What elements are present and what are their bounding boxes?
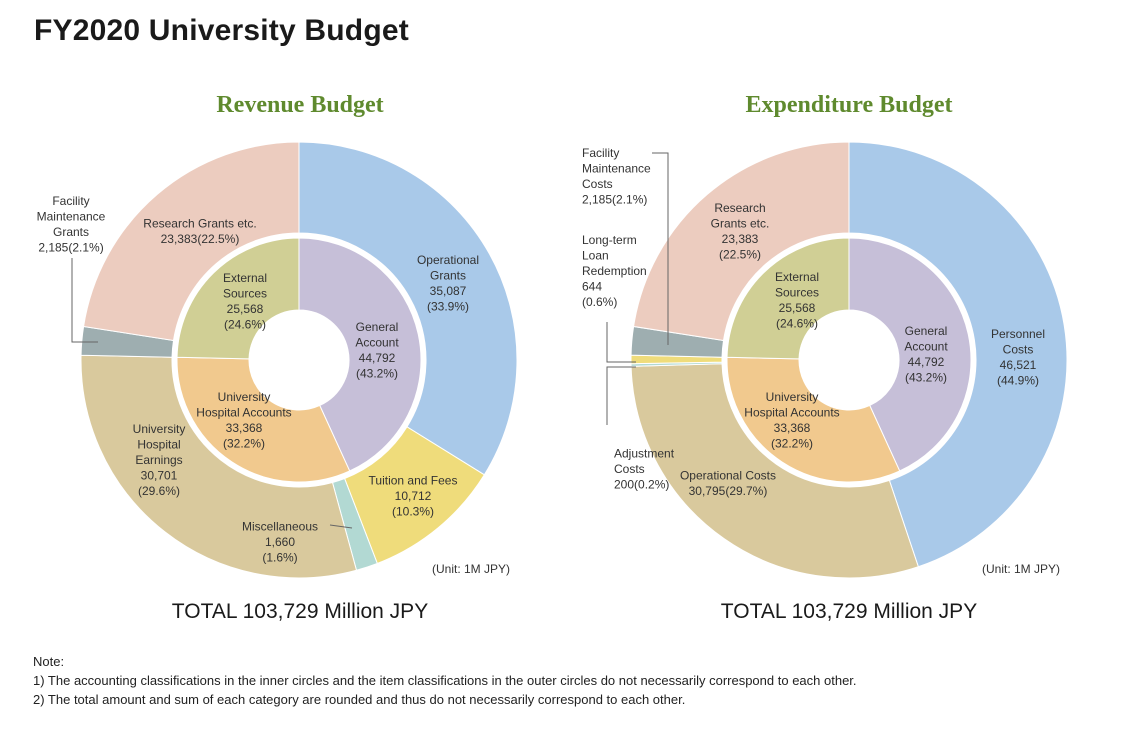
revenue-budget-inner-general-account-label-line: 44,792 [359, 351, 396, 365]
revenue-budget-outer-operational-grants-label-line: Grants [430, 268, 466, 282]
expenditure-budget-outer-long-term-loan-redemption-label-line: Redemption [582, 264, 647, 278]
expenditure-budget-outer-long-term-loan-redemption-label-line: Long-term [582, 233, 637, 247]
revenue-budget-outer-tuition-and-fees-label-line: Tuition and Fees [369, 474, 458, 488]
revenue-budget-inner-external-sources-label-line: 25,568 [227, 302, 264, 316]
expenditure-total: TOTAL 103,729 Million JPY [720, 600, 978, 623]
expenditure-budget-outer-slice-operational-costs [630, 363, 919, 579]
expenditure-budget-leader-facility-maintenance-costs [652, 152, 669, 345]
expenditure-budget-outer-research-grants-etc-label-line: Grants etc. [711, 216, 770, 230]
revenue-unit-label: (Unit: 1M JPY) [432, 562, 511, 576]
revenue-budget-outer-university-hospital-earnings-label-line: University [133, 422, 186, 436]
expenditure-budget-outer-slice-personnel-costs [848, 141, 1068, 568]
revenue-budget-outer-operational-grants-label-line: (33.9%) [427, 299, 469, 313]
revenue-budget-inner-general-account-label-line: General [356, 320, 399, 334]
revenue-budget-outer-slice-university-hospital-earnings [80, 354, 358, 579]
expenditure-budget-chart [606, 141, 1068, 579]
expenditure-budget-outer-long-term-loan-redemption-label-line: 644 [582, 280, 602, 294]
expenditure-budget-outer-adjustment-costs-label-line: 200(0.2%) [614, 478, 669, 492]
expenditure-budget-outer-research-grants-etc-label-line: (22.5%) [719, 247, 761, 261]
expenditure-budget-outer-research-grants-etc-label-line: Research [714, 201, 765, 215]
expenditure-budget-inner-external-sources-label-line: External [775, 270, 819, 284]
revenue-budget-outer-research-grants-etc-label-line: Research Grants etc. [143, 216, 256, 230]
revenue-budget-chart [71, 141, 518, 579]
revenue-chart-title: Revenue Budget [216, 92, 384, 118]
revenue-budget-outer-operational-grants-label-line: 35,087 [430, 284, 467, 298]
expenditure-budget-inner-general-account-label-line: General [905, 324, 948, 338]
revenue-budget-inner-university-hospital-accounts-label-line: Hospital Accounts [196, 405, 291, 419]
expenditure-budget-inner-external-sources-label-line: 25,568 [779, 301, 816, 315]
revenue-budget-inner-university-hospital-accounts-label-line: (32.2%) [223, 436, 265, 450]
revenue-budget-outer-university-hospital-earnings-label-line: 30,701 [141, 469, 178, 483]
expenditure-budget-inner-general-account-label-line: (43.2%) [905, 370, 947, 384]
revenue-budget-leader-miscellaneous [329, 524, 353, 529]
expenditure-budget-inner-external-sources-label-line: (24.6%) [776, 316, 818, 330]
expenditure-budget-outer-adjustment-costs-label-line: Costs [614, 462, 645, 476]
expenditure-budget-outer-personnel-costs-label-line: Costs [1003, 342, 1034, 356]
expenditure-budget-outer-facility-maintenance-costs-label-line: 2,185(2.1%) [582, 192, 647, 206]
expenditure-budget-inner-university-hospital-accounts-label-line: (32.2%) [771, 436, 813, 450]
expenditure-budget-outer-personnel-costs-label-line: (44.9%) [997, 373, 1039, 387]
expenditure-budget-outer-slice-research-grants-etc [633, 141, 850, 342]
expenditure-budget-inner-external-sources-label-line: Sources [775, 285, 819, 299]
expenditure-budget-inner-general-account-label-line: 44,792 [908, 355, 945, 369]
expenditure-budget-inner-university-hospital-accounts-label-line: University [766, 390, 819, 404]
revenue-budget-inner-university-hospital-accounts-label-line: University [218, 390, 271, 404]
revenue-budget-outer-facility-maintenance-grants-label-line: Maintenance [37, 209, 106, 223]
revenue-budget-inner-general-account-label-line: (43.2%) [356, 366, 398, 380]
expenditure-budget-outer-operational-costs-label-line: Operational Costs [680, 468, 776, 482]
revenue-budget-outer-slice-operational-grants [298, 141, 518, 476]
revenue-budget-outer-facility-maintenance-grants-label-line: 2,185(2.1%) [38, 240, 103, 254]
revenue-budget-outer-miscellaneous-label-line: (1.6%) [262, 551, 297, 565]
revenue-budget-outer-university-hospital-earnings-label-line: (29.6%) [138, 484, 180, 498]
notes: Note: 1) The accounting classifications … [33, 652, 857, 709]
note-1: 1) The accounting classifications in the… [33, 673, 857, 688]
expenditure-budget-inner-slice-general-account [848, 237, 972, 472]
expenditure-budget-inner-university-hospital-accounts-label-line: 33,368 [774, 421, 811, 435]
note-2: 2) The total amount and sum of each cate… [33, 692, 686, 707]
revenue-budget-inner-external-sources-label-line: External [223, 271, 267, 285]
revenue-budget-outer-slice-research-grants-etc [83, 141, 300, 342]
revenue-budget-outer-facility-maintenance-grants-label-line: Facility [52, 194, 89, 208]
revenue-budget-outer-research-grants-etc-label-line: 23,383(22.5%) [161, 232, 240, 246]
revenue-budget-outer-facility-maintenance-grants-label-line: Grants [53, 225, 89, 239]
expenditure-budget-outer-research-grants-etc-label-line: 23,383 [722, 232, 759, 246]
expenditure-budget-outer-facility-maintenance-costs-label-line: Facility [582, 146, 619, 160]
expenditure-budget-leader-adjustment-costs [606, 366, 636, 425]
revenue-budget-outer-miscellaneous-label-line: Miscellaneous [242, 520, 318, 534]
revenue-budget-center-hole [249, 310, 349, 410]
expenditure-chart-title: Expenditure Budget [745, 92, 953, 118]
revenue-budget-inner-university-hospital-accounts-label-line: 33,368 [226, 421, 263, 435]
expenditure-budget-outer-facility-maintenance-costs-label-line: Maintenance [582, 161, 651, 175]
notes-heading: Note: [33, 654, 65, 669]
revenue-budget-inner-general-account-label-line: Account [355, 335, 399, 349]
expenditure-budget-outer-operational-costs-label-line: 30,795(29.7%) [689, 484, 768, 498]
expenditure-budget-center-hole [799, 310, 899, 410]
expenditure-budget-outer-long-term-loan-redemption-label-line: Loan [582, 249, 609, 263]
revenue-budget-leader-facility-maintenance-grants [71, 258, 98, 343]
revenue-budget-inner-slice-general-account [298, 237, 422, 472]
expenditure-budget-outer-personnel-costs-label-line: 46,521 [1000, 358, 1037, 372]
expenditure-budget-outer-long-term-loan-redemption-label-line: (0.6%) [582, 295, 617, 309]
page-title: FY2020 University Budget [34, 14, 409, 47]
expenditure-budget-outer-personnel-costs-label-line: Personnel [991, 327, 1045, 341]
revenue-budget-outer-university-hospital-earnings-label-line: Earnings [135, 453, 182, 467]
revenue-budget-inner-external-sources-label-line: Sources [223, 286, 267, 300]
revenue-budget-outer-university-hospital-earnings-label-line: Hospital [137, 438, 180, 452]
revenue-total: TOTAL 103,729 Million JPY [171, 600, 429, 623]
revenue-budget-outer-tuition-and-fees-label-line: 10,712 [395, 489, 432, 503]
revenue-budget-outer-operational-grants-label-line: Operational [417, 253, 479, 267]
revenue-budget-outer-tuition-and-fees-label-line: (10.3%) [392, 505, 434, 519]
expenditure-budget-outer-facility-maintenance-costs-label-line: Costs [582, 177, 613, 191]
expenditure-budget-outer-adjustment-costs-label-line: Adjustment [614, 447, 675, 461]
revenue-budget-outer-miscellaneous-label-line: 1,660 [265, 535, 295, 549]
revenue-budget-inner-external-sources-label-line: (24.6%) [224, 317, 266, 331]
expenditure-budget-inner-university-hospital-accounts-label-line: Hospital Accounts [744, 405, 839, 419]
expenditure-budget-inner-general-account-label-line: Account [904, 339, 948, 353]
expenditure-budget-leader-long-term-loan-redemption [606, 322, 636, 363]
expenditure-unit-label: (Unit: 1M JPY) [982, 562, 1061, 576]
